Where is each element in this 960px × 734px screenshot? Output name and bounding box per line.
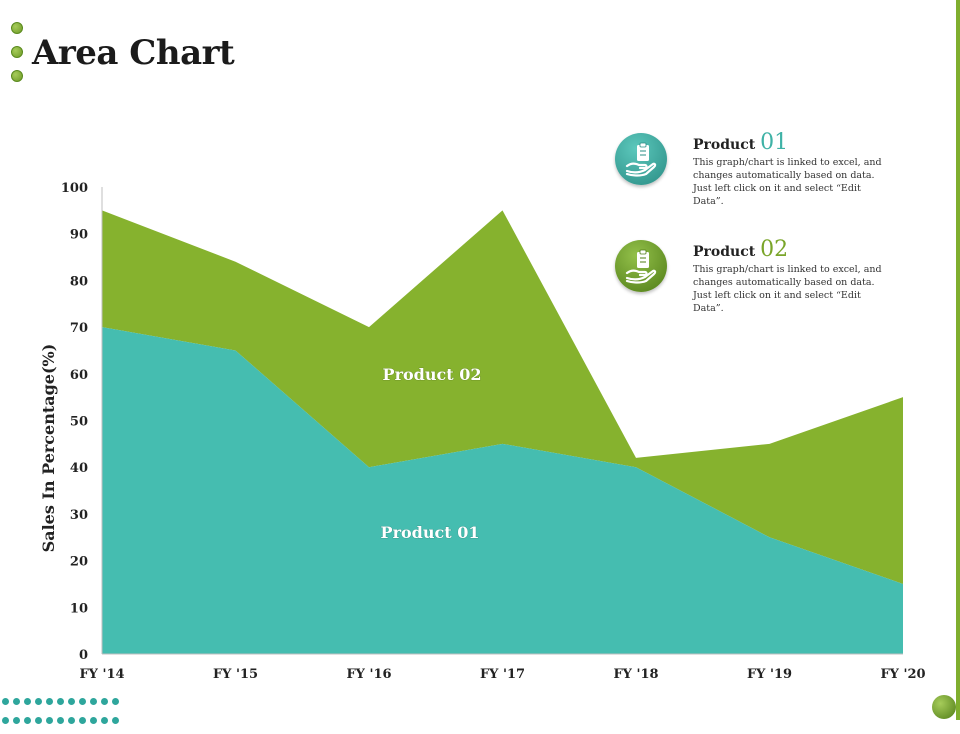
- title-decoration-dots: [11, 22, 23, 94]
- decoration-dot: [68, 717, 75, 724]
- decoration-dot: [46, 717, 53, 724]
- decoration-dot: [101, 698, 108, 705]
- x-tick-label: FY '15: [213, 667, 258, 682]
- y-tick-label: 50: [70, 415, 88, 430]
- decoration-dot: [24, 698, 31, 705]
- y-tick-label: 60: [70, 368, 88, 383]
- legend-item-product-02: Product 02 This graph/chart is linked to…: [615, 239, 905, 314]
- corner-decoration-ball: [932, 695, 956, 719]
- legend-label: Product: [693, 244, 756, 260]
- y-tick-label: 20: [70, 555, 88, 570]
- decoration-dot: [79, 698, 86, 705]
- decoration-dot: [79, 717, 86, 724]
- y-tick-label: 80: [70, 274, 88, 289]
- legend-item-product-01: Product 01 This graph/chart is linked to…: [615, 132, 905, 207]
- decoration-dot: [101, 717, 108, 724]
- legend-text: Product 01 This graph/chart is linked to…: [693, 130, 893, 208]
- decoration-dot: [35, 698, 42, 705]
- decoration-dot: [90, 717, 97, 724]
- legend-heading: Product 01: [693, 130, 893, 155]
- legend-text: Product 02 This graph/chart is linked to…: [693, 237, 893, 315]
- y-axis-label: Sales In Percentage(%): [39, 344, 58, 553]
- y-tick-label: 0: [79, 648, 88, 663]
- decoration-dot: [90, 698, 97, 705]
- legend-number: 01: [760, 130, 789, 155]
- y-tick-label: 40: [70, 461, 88, 476]
- x-tick-label: FY '16: [346, 667, 391, 682]
- decoration-dot: [13, 717, 20, 724]
- decoration-dot: [2, 717, 9, 724]
- decoration-dot: [112, 717, 119, 724]
- y-tick-label: 70: [70, 321, 88, 336]
- decoration-dot: [57, 698, 64, 705]
- y-tick-label: 30: [70, 508, 88, 523]
- series-label-1: Product 01: [381, 523, 480, 542]
- decoration-dot: [13, 698, 20, 705]
- decoration-dot: [46, 698, 53, 705]
- x-tick-label: FY '18: [613, 667, 658, 682]
- series-area-1: [102, 327, 903, 654]
- decoration-dot: [112, 698, 119, 705]
- decoration-dot: [57, 717, 64, 724]
- legend-heading: Product 02: [693, 237, 893, 262]
- decoration-dot: [2, 698, 9, 705]
- x-tick-label: FY '19: [747, 667, 792, 682]
- y-tick-label: 100: [61, 181, 88, 196]
- legend-number: 02: [760, 237, 789, 262]
- bottom-decoration-dots: [2, 696, 132, 734]
- series-label-2: Product 02: [383, 365, 482, 384]
- legend-description: This graph/chart is linked to excel, and…: [693, 157, 882, 207]
- y-tick-label: 10: [70, 601, 88, 616]
- hand-holding-clipboard-icon: [615, 133, 667, 185]
- decoration-dot: [11, 22, 23, 34]
- series-area-2: [102, 210, 903, 584]
- decoration-dot: [68, 698, 75, 705]
- decoration-dot: [11, 70, 23, 82]
- x-tick-label: FY '17: [480, 667, 525, 682]
- hand-holding-clipboard-icon: [615, 240, 667, 292]
- legend-description: This graph/chart is linked to excel, and…: [693, 264, 882, 314]
- y-tick-label: 90: [70, 228, 88, 243]
- legend-label: Product: [693, 137, 756, 153]
- decoration-dot: [11, 46, 23, 58]
- decoration-dot: [35, 717, 42, 724]
- x-tick-label: FY '20: [880, 667, 925, 682]
- x-tick-label: FY '14: [79, 667, 124, 682]
- decoration-dot: [24, 717, 31, 724]
- right-accent-stripe: [956, 0, 960, 720]
- page-title: Area Chart: [32, 33, 235, 73]
